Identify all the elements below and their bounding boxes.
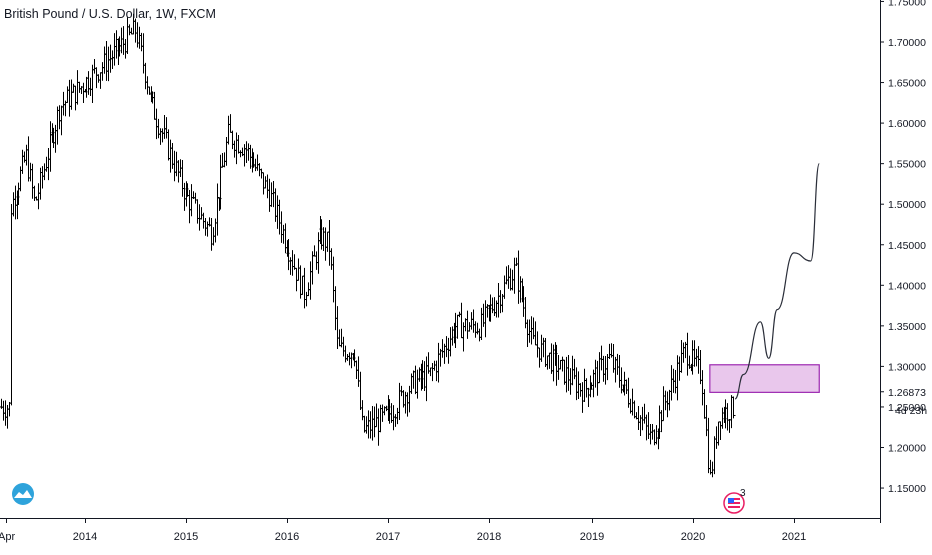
tradingview-cloud-icon[interactable] xyxy=(8,482,38,506)
price-tick-label-6: 1.45000 xyxy=(888,240,926,252)
price-tick-label-3: 1.60000 xyxy=(888,118,926,130)
price-tick-label-12: 1.15000 xyxy=(888,483,926,495)
time-tick-label-2014: 2014 xyxy=(73,531,97,543)
price-tick-label-4: 1.55000 xyxy=(888,159,926,171)
time-tick-label-2021: 2021 xyxy=(782,531,806,543)
time-tick-label-2015: 2015 xyxy=(174,531,198,543)
current-price-label: 1.26873 xyxy=(888,387,926,399)
price-tick-label-1: 1.70000 xyxy=(888,37,926,49)
projection-path-0[interactable] xyxy=(734,163,820,400)
price-tick-label-9: 1.30000 xyxy=(888,361,926,373)
us-flag-event-icon[interactable] xyxy=(723,489,749,517)
price-tick-label-8: 1.35000 xyxy=(888,321,926,333)
chart-title: British Pound / U.S. Dollar, 1W, FXCM xyxy=(4,7,216,21)
price-tick-label-11: 1.20000 xyxy=(888,443,926,455)
price-tick-label-2: 1.65000 xyxy=(888,78,926,90)
rectangle-zone-0[interactable] xyxy=(709,364,820,393)
time-tick-label-2018: 2018 xyxy=(477,531,501,543)
axes-layer: 1.75000 1.70000 1.65000 1.60000 1.55000 1.500… xyxy=(0,0,927,543)
price-tick-label-0: 1.75000 xyxy=(888,0,926,8)
price-tick-label-5: 1.50000 xyxy=(888,199,926,211)
ohlc-bars-layer xyxy=(0,13,736,478)
rectangle-zone-layer[interactable] xyxy=(709,364,820,393)
price-tick-label-10: 1.25000 xyxy=(888,402,926,414)
time-tick-label-2020: 2020 xyxy=(681,531,705,543)
time-tick-label-apr: Apr xyxy=(0,531,15,543)
time-tick-label-2016: 2016 xyxy=(275,531,299,543)
time-tick-label-2017: 2017 xyxy=(376,531,400,543)
time-tick-label-2019: 2019 xyxy=(580,531,604,543)
price-tick-label-7: 1.40000 xyxy=(888,280,926,292)
projection-path-layer[interactable] xyxy=(734,163,820,400)
event-badge-count: 3 xyxy=(740,488,746,499)
bar-countdown-label: 4d 23h xyxy=(895,405,927,417)
